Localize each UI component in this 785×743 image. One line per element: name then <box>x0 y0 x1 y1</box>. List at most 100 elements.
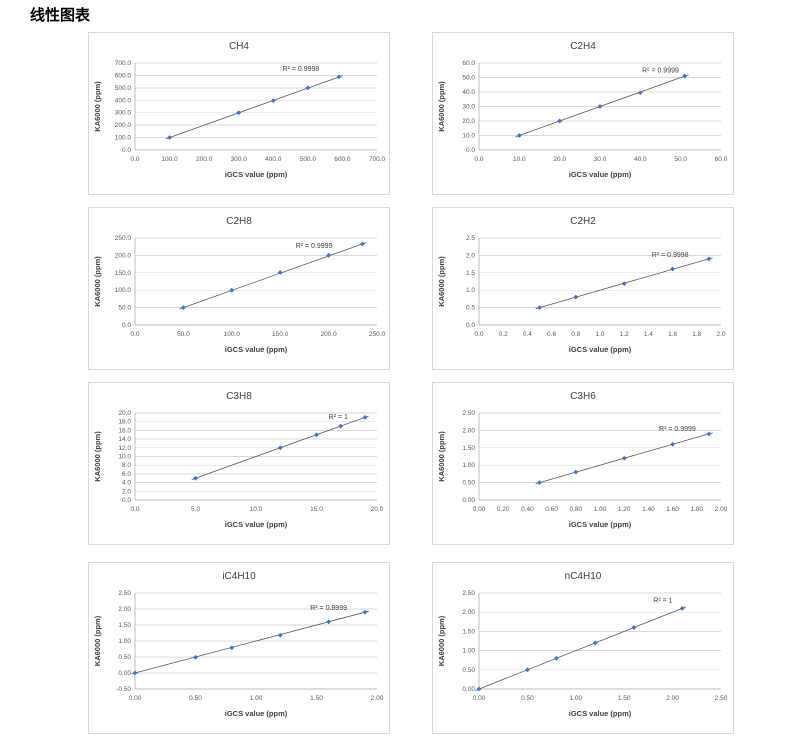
x-tick-label: 0.8 <box>571 331 580 338</box>
r-squared-label: R² = 0.9999 <box>642 67 679 74</box>
y-tick-label: 0.50 <box>462 666 475 673</box>
chart-canvas-C2H2: 0.0 0.5 1.0 1.5 2.0 2.5 0.0 0.2 0.4 0.6 0.8 1.0 1.2 1… <box>437 216 726 354</box>
y-tick-label: 1.50 <box>118 622 131 629</box>
x-tick-label: 1.20 <box>618 506 631 513</box>
data-point-marker <box>362 609 368 615</box>
x-tick-label: 0.60 <box>545 506 558 513</box>
y-axis-title: KA6000 (ppm) <box>93 80 102 131</box>
data-point-marker <box>305 84 311 90</box>
data-point-marker <box>270 97 276 103</box>
x-tick-label: 0.00 <box>473 695 486 702</box>
x-axis-title: iGCS value (ppm) <box>225 170 288 179</box>
chart-canvas-C3H8: 0.02.04.06.08.010.012.014.016.018.020.00… <box>93 391 384 529</box>
x-axis-title: iGCS value (ppm) <box>569 520 632 529</box>
r-squared-label: R² = 0.9999 <box>296 243 333 250</box>
data-point-marker <box>516 132 522 138</box>
y-tick-label: -0.50 <box>116 686 131 693</box>
chart-title: iC4H10 <box>222 571 256 582</box>
chart-title: C2H4 <box>570 41 596 52</box>
x-tick-label: 1.40 <box>642 506 655 513</box>
chart-C2H2: 0.0 0.5 1.0 1.5 2.0 2.5 0.0 0.2 0.4 0.6 0.8 1.0 1.2 1… <box>432 206 734 370</box>
r-squared-label: R² = 0.9998 <box>283 66 320 73</box>
x-tick-label: 500.0 <box>300 156 317 163</box>
y-tick-label: 0.0 <box>122 147 131 154</box>
data-point-marker <box>360 241 365 246</box>
data-point-marker <box>362 414 368 420</box>
y-tick-label: 50.0 <box>462 74 475 81</box>
data-point-marker <box>706 255 712 261</box>
x-tick-label: 0.0 <box>474 156 483 163</box>
x-tick-label: 2.0 <box>716 331 725 338</box>
x-tick-label: 150.0 <box>272 331 289 338</box>
x-tick-label: 200.0 <box>196 156 213 163</box>
x-tick-label: 200.0 <box>320 331 337 338</box>
y-tick-label: 100.0 <box>115 287 132 294</box>
x-tick-label: 100.0 <box>161 156 178 163</box>
y-tick-label: 1.0 <box>466 287 475 294</box>
data-point-marker <box>597 103 603 109</box>
x-tick-label: 1.00 <box>594 506 607 513</box>
chart-CH4: 0.0 100.0 200.0 300.0 400.0 500.0 600.0 700.0 0.… <box>88 31 390 195</box>
data-point-marker <box>621 455 627 461</box>
x-tick-label: 1.6 <box>668 331 677 338</box>
data-point-marker <box>706 430 712 436</box>
x-tick-label: 1.50 <box>618 695 631 702</box>
y-tick-label: 500.0 <box>115 84 132 91</box>
y-tick-label: 2.50 <box>462 590 475 597</box>
y-tick-label: 30.0 <box>462 103 475 110</box>
data-point-marker <box>193 654 198 660</box>
x-tick-label: 100.0 <box>224 331 241 338</box>
y-tick-label: 10.0 <box>118 453 131 460</box>
x-tick-label: 30.0 <box>594 156 607 163</box>
y-tick-label: 600.0 <box>115 72 132 79</box>
trendline <box>165 74 343 139</box>
data-point-marker <box>621 280 627 286</box>
chart-title: C3H8 <box>226 391 252 402</box>
x-axis-title: iGCS value (ppm) <box>225 345 288 354</box>
y-tick-label: 2.5 <box>466 235 475 242</box>
chart-canvas-C2H8: 0.0 50.0 100.0 150.0 200.0 250.0 0.0 50.0 100.0 1… <box>93 216 386 354</box>
y-tick-label: 6.0 <box>122 470 131 477</box>
x-tick-label: 2.00 <box>371 695 384 702</box>
y-tick-label: 12.0 <box>118 444 131 451</box>
chart-canvas-CH4: 0.0 100.0 200.0 300.0 400.0 500.0 600.0 700.0 0.… <box>93 41 386 179</box>
data-point-marker <box>682 73 688 78</box>
x-axis-title: iGCS value (ppm) <box>569 345 632 354</box>
x-tick-label: 1.2 <box>620 331 629 338</box>
x-tick-label: 10.0 <box>250 506 263 513</box>
x-tick-label: 0.50 <box>521 695 534 702</box>
data-point-marker <box>236 109 242 115</box>
y-axis-title: KA6000 (ppm) <box>437 430 446 481</box>
x-tick-label: 1.8 <box>692 331 701 338</box>
y-tick-label: 20.0 <box>118 410 131 417</box>
y-tick-label: 400.0 <box>115 97 132 104</box>
y-tick-label: 2.50 <box>118 590 131 597</box>
y-tick-label: 0.0 <box>466 147 475 154</box>
y-tick-label: 200.0 <box>115 122 132 129</box>
y-tick-label: 0.0 <box>122 322 131 329</box>
x-tick-label: 0.4 <box>523 331 532 338</box>
x-tick-label: 0.40 <box>521 506 534 513</box>
trendline <box>179 241 367 309</box>
x-tick-label: 1.4 <box>644 331 653 338</box>
chart-C3H6: 0.00 0.50 1.00 1.50 2.00 2.50 0.00 0.20 0.40 0.60… <box>432 381 734 545</box>
x-tick-label: 60.0 <box>715 156 728 163</box>
chart-C3H8: 0.0 2.0 4.0 6.0 8.0 10.0 12.0 14.0 16.0 18.0 20.0 0… <box>88 381 390 545</box>
y-tick-label: 150.0 <box>115 269 132 276</box>
r-squared-label: R² = 0.9999 <box>310 604 347 611</box>
x-tick-label: 0.50 <box>189 695 202 702</box>
r-squared-label: R² = 0.9998 <box>652 252 689 259</box>
trendline <box>131 610 369 674</box>
data-point-marker <box>557 118 563 123</box>
y-tick-label: 2.0 <box>122 488 131 495</box>
data-point-marker <box>670 441 675 447</box>
x-tick-label: 0.00 <box>129 695 142 702</box>
y-tick-label: 0.00 <box>462 686 475 693</box>
y-tick-label: 8.0 <box>122 462 131 469</box>
y-tick-label: 0.0 <box>466 322 475 329</box>
data-point-marker <box>277 269 283 275</box>
r-squared-label: R² = 0.9999 <box>659 426 696 433</box>
y-axis-title: KA6000 (ppm) <box>437 80 446 131</box>
y-tick-label: 200.0 <box>115 252 132 259</box>
x-tick-label: 1.00 <box>250 695 263 702</box>
